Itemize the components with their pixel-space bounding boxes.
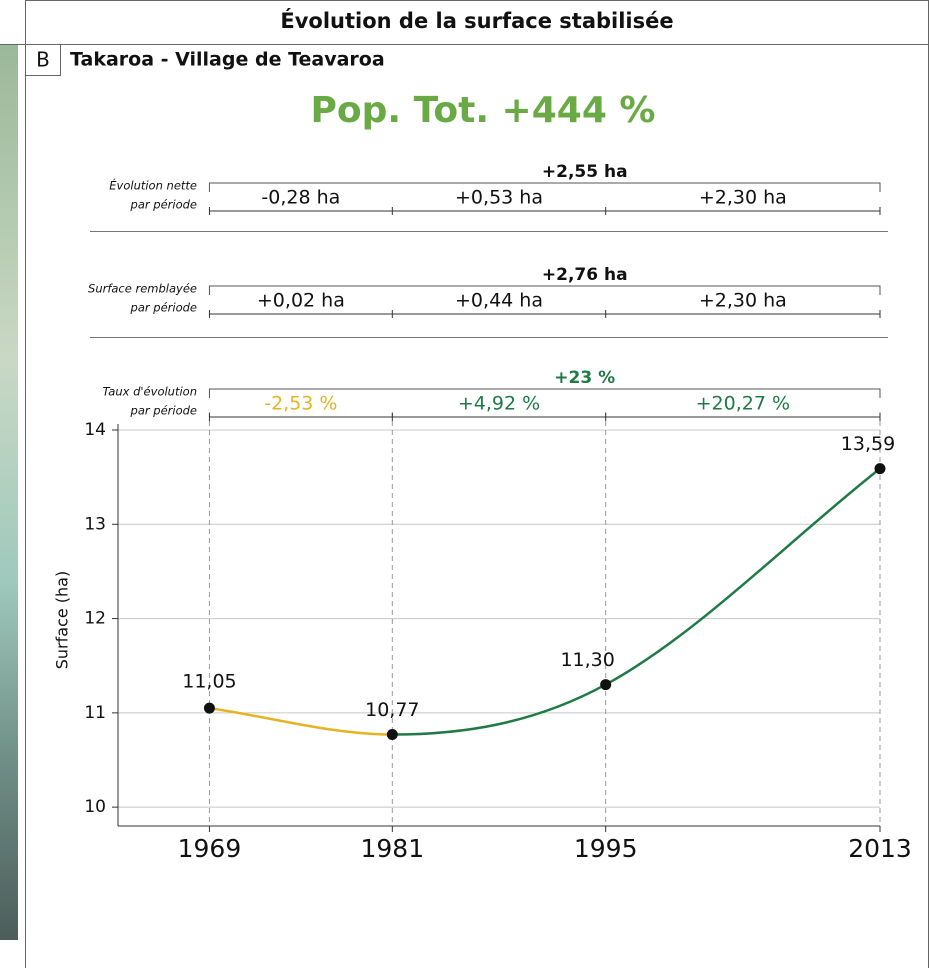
panel-letter: B <box>36 48 50 72</box>
x-tick-label: 1969 <box>178 834 242 863</box>
row-label: par période <box>130 198 197 212</box>
y-axis-label: Surface (ha) <box>53 571 72 669</box>
y-tick-label: 12 <box>84 609 106 629</box>
chart-title: Pop. Tot. +444 % <box>311 90 656 131</box>
period-value: +2,30 ha <box>699 187 787 209</box>
data-point <box>600 679 612 691</box>
header: Évolution de la surface stabilisée <box>280 8 673 33</box>
y-tick-label: 14 <box>84 420 106 440</box>
row-total: +2,55 ha <box>542 162 628 182</box>
data-point <box>203 702 215 714</box>
row-bracket <box>208 182 881 192</box>
letter-box <box>25 44 61 76</box>
y-tick-label: 13 <box>84 514 106 534</box>
row-total: +23 % <box>554 368 615 388</box>
row-label: Taux d'évolution <box>102 385 197 399</box>
period-value: -0,28 ha <box>261 187 340 209</box>
row-bracket <box>208 285 881 295</box>
x-tick-label: 1995 <box>574 834 638 863</box>
row-bracket <box>208 388 881 398</box>
period-value: +0,53 ha <box>455 187 543 209</box>
value-label: 10,77 <box>365 699 419 721</box>
subtitle: Takaroa - Village de Teavaroa <box>70 49 385 71</box>
data-point <box>386 729 398 741</box>
y-tick-label: 10 <box>84 797 106 817</box>
period-value: +2,30 ha <box>699 290 787 312</box>
row-label: par période <box>130 301 197 315</box>
row-label: par période <box>130 404 197 418</box>
period-value: +0,44 ha <box>455 290 543 312</box>
data-point <box>874 463 886 475</box>
value-label: 11,05 <box>182 671 236 693</box>
line-segment <box>209 706 393 736</box>
x-tick-label: 2013 <box>848 834 912 863</box>
row-label: Évolution nette <box>109 178 197 193</box>
row-label: Surface remblayée <box>88 282 197 296</box>
x-tick-label: 1981 <box>361 834 425 863</box>
period-value: +4,92 % <box>458 393 540 415</box>
period-value: +0,02 ha <box>257 290 345 312</box>
value-label: 11,30 <box>560 649 614 671</box>
line-segment <box>605 467 881 686</box>
y-tick-label: 11 <box>84 703 106 723</box>
aerial-photo-strip <box>0 45 18 940</box>
value-label: 13,59 <box>841 433 895 455</box>
period-value: +20,27 % <box>696 393 790 415</box>
line-segment <box>392 683 607 736</box>
row-total: +2,76 ha <box>542 265 628 285</box>
period-value: -2,53 % <box>264 393 337 415</box>
